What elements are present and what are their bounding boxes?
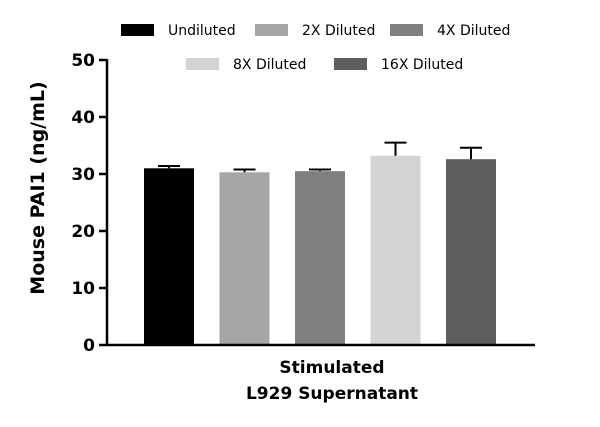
bar xyxy=(295,171,345,345)
plot-area xyxy=(144,141,496,345)
legend-label: 8X Diluted xyxy=(233,57,306,73)
legend-label: 4X Diluted xyxy=(437,23,510,39)
y-tick-label: 0 xyxy=(83,336,95,356)
bar xyxy=(370,155,421,345)
legend-item: 4X Diluted xyxy=(390,23,510,39)
legend-item: 2X Diluted xyxy=(255,23,375,39)
legend-swatch xyxy=(255,24,288,36)
bar xyxy=(144,168,194,345)
y-tick-label: 50 xyxy=(71,51,95,71)
y-axis: 0 10 20 30 40 50 xyxy=(71,51,109,356)
legend-label: 16X Diluted xyxy=(381,57,463,73)
legend-item: Undiluted xyxy=(121,23,236,39)
x-axis-category-line-1: Stimulated xyxy=(279,358,384,378)
legend-swatch xyxy=(390,24,423,36)
y-tick-label: 40 xyxy=(71,108,95,128)
bar xyxy=(219,172,270,345)
legend-item: 8X Diluted xyxy=(186,57,306,73)
y-tick-label: 10 xyxy=(71,279,95,299)
y-tick-label: 20 xyxy=(71,222,95,242)
y-axis-label: Mouse PAI1 (ng/mL) xyxy=(27,81,49,294)
legend-swatch xyxy=(334,58,367,70)
y-tick-label: 30 xyxy=(71,165,95,185)
legend-item: 16X Diluted xyxy=(334,57,463,73)
bar xyxy=(446,159,496,345)
x-axis-category-line-2: L929 Supernatant xyxy=(246,384,418,404)
legend-swatch xyxy=(186,58,219,70)
legend-label: Undiluted xyxy=(168,23,236,39)
legend-label: 2X Diluted xyxy=(302,23,375,39)
legend: Undiluted 2X Diluted 4X Diluted 8X Diluted 1… xyxy=(121,23,510,73)
legend-swatch xyxy=(121,24,154,36)
